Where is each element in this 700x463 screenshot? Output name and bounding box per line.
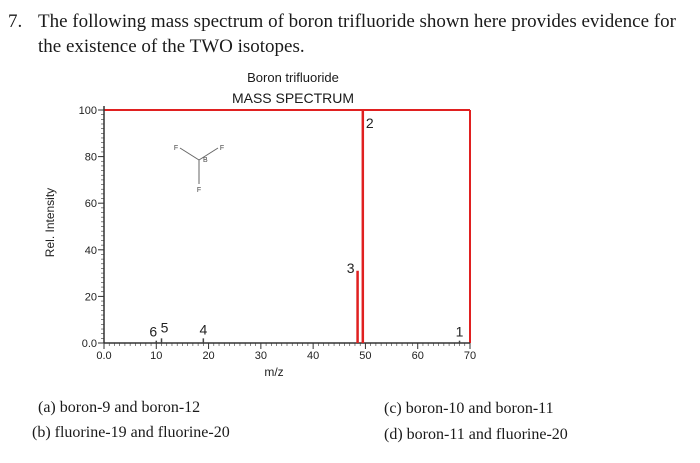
chart-title: Boron trifluoride	[247, 70, 339, 85]
x-tick-label: 40	[307, 350, 319, 362]
y-tick-label: 20	[85, 291, 97, 303]
option-a: (a) boron-9 and boron-12	[38, 399, 201, 416]
option-c: (c) boron-10 and boron-11	[384, 400, 554, 417]
question-text-line-1: The following mass spectrum of boron tri…	[38, 11, 676, 32]
question-text-line-2: the existence of the TWO isotopes.	[38, 36, 305, 57]
x-axis-label: m/z	[264, 365, 283, 379]
atom-label-f: F	[197, 187, 201, 194]
chart-subtitle: MASS SPECTRUM	[231, 90, 355, 106]
peak-label-6: 6	[149, 324, 157, 340]
bond-right	[198, 147, 219, 161]
bond-left	[179, 147, 200, 161]
y-tick-label: 0.0	[82, 338, 97, 350]
x-tick-label: 20	[202, 350, 214, 362]
x-tick-label: 60	[412, 350, 424, 362]
y-tick-label: 80	[85, 152, 97, 164]
peak-label-1: 1	[456, 324, 464, 340]
atom-label-f: F	[174, 145, 178, 152]
option-b: (b) fluorine-19 and fluorine-20	[32, 424, 230, 441]
peak-label-4: 4	[199, 321, 207, 337]
y-tick-label: 40	[85, 245, 97, 257]
y-axis-label: Rel. Intensity	[43, 188, 57, 257]
x-tick-label: 70	[464, 350, 476, 362]
y-tick-label: 100	[79, 105, 97, 117]
peak-label-3: 3	[347, 260, 355, 276]
x-tick-label: 10	[150, 350, 162, 362]
peak-label-2: 2	[366, 115, 374, 131]
y-tick-label: 60	[85, 198, 97, 210]
option-d: (d) boron-11 and fluorine-20	[384, 426, 568, 443]
atom-label-b: B	[203, 157, 208, 164]
x-tick-label: 0.0	[96, 350, 111, 362]
atom-label-f: F	[220, 145, 224, 152]
x-tick-label: 30	[255, 350, 267, 362]
question-number: 7.	[8, 11, 23, 32]
peak-label-5: 5	[161, 319, 169, 335]
x-tick-label: 50	[359, 350, 371, 362]
